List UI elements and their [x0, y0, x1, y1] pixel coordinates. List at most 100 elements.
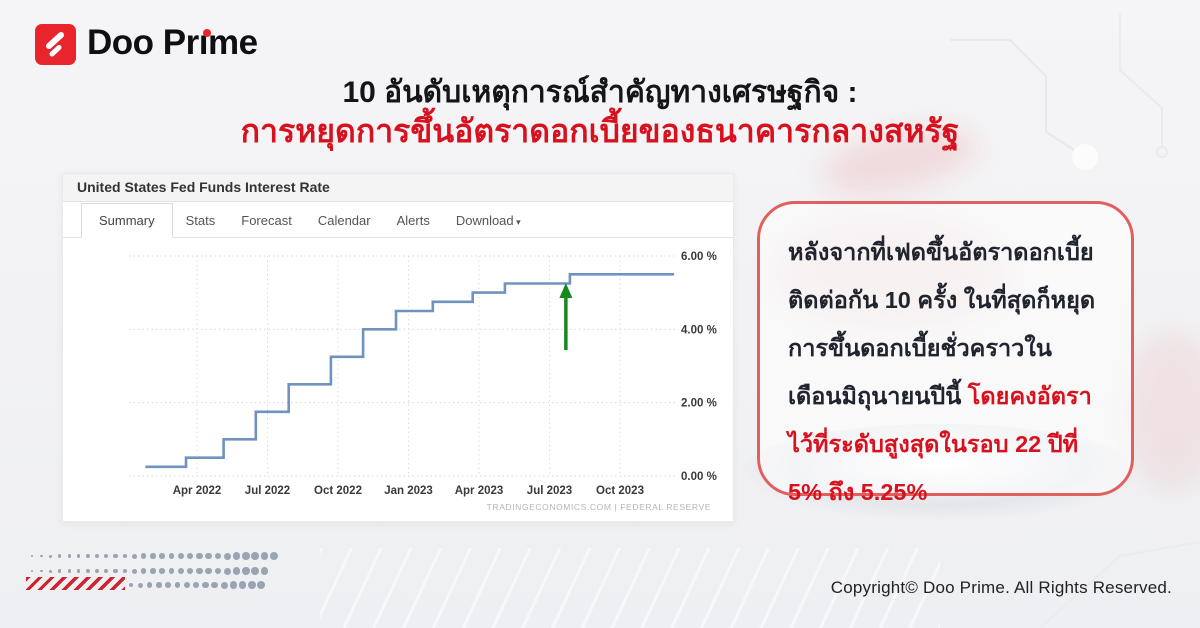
tab-download[interactable]: Download ▾ — [455, 213, 521, 228]
highlight-box: หลังจากที่เฟดขึ้นอัตราดอกเบี้ยติดต่อกัน … — [757, 201, 1134, 505]
copyright-text: Copyright© Doo Prime. All Rights Reserve… — [830, 578, 1172, 597]
highlight-text: หลังจากที่เฟดขึ้นอัตราดอกเบี้ยติดต่อกัน … — [788, 228, 1103, 516]
dot — [95, 554, 100, 559]
dot — [131, 568, 137, 574]
dot — [196, 567, 203, 575]
dot — [260, 567, 269, 575]
svg-text:Jul 2023: Jul 2023 — [527, 485, 572, 497]
chart-card: United States Fed Funds Interest Rate Su… — [62, 173, 734, 522]
dot — [257, 581, 266, 589]
dot — [242, 567, 250, 575]
dot — [251, 567, 259, 575]
dot — [214, 567, 222, 575]
dot — [223, 552, 231, 560]
red-wisp-decoration — [1125, 330, 1200, 490]
dot — [150, 553, 156, 559]
dot — [39, 569, 43, 573]
svg-text:Oct 2023: Oct 2023 — [596, 485, 644, 497]
tab-calendar[interactable]: Calendar — [317, 213, 371, 228]
diagonal-stripes-decoration — [320, 548, 940, 628]
dot — [196, 552, 203, 560]
dot — [248, 581, 256, 589]
dot — [58, 554, 62, 558]
dot — [30, 569, 34, 573]
dot — [159, 553, 165, 559]
dot — [232, 567, 241, 575]
dot — [122, 553, 128, 559]
dot — [30, 554, 34, 558]
dot — [67, 569, 71, 573]
dot — [187, 567, 194, 575]
dot — [67, 554, 71, 558]
dot — [205, 567, 213, 575]
dot — [192, 581, 200, 589]
dot — [76, 554, 81, 558]
svg-text:Apr 2022: Apr 2022 — [173, 485, 222, 497]
brand-i-dot — [203, 29, 211, 37]
dot — [95, 569, 100, 574]
dot — [113, 553, 118, 559]
svg-text:Jul 2022: Jul 2022 — [245, 485, 290, 497]
svg-text:2.00 %: 2.00 % — [681, 398, 717, 410]
dot — [232, 552, 241, 560]
dot — [269, 551, 278, 561]
doo-prime-logo-icon — [35, 24, 76, 65]
dot — [137, 582, 143, 588]
tab-stats[interactable]: Stats — [185, 213, 216, 228]
svg-text:Apr 2023: Apr 2023 — [455, 485, 504, 497]
dot — [202, 581, 209, 589]
dot — [131, 553, 137, 559]
dot — [146, 582, 153, 588]
dot — [183, 581, 190, 589]
dot — [220, 581, 228, 589]
dot — [128, 582, 134, 588]
striped-bar-decoration — [26, 577, 125, 590]
dot — [177, 568, 184, 574]
dot — [76, 569, 81, 573]
dot — [159, 568, 165, 574]
dot — [58, 569, 62, 573]
highlight-text-dark: หลังจากที่เฟดขึ้นอัตราดอกเบี้ยติดต่อกัน … — [788, 239, 1096, 409]
svg-text:6.00 %: 6.00 % — [681, 251, 717, 263]
dot — [49, 569, 53, 573]
tab-alerts[interactable]: Alerts — [396, 213, 430, 228]
dot — [177, 553, 184, 559]
dot — [85, 554, 90, 558]
dot — [85, 569, 90, 573]
dot — [141, 553, 147, 559]
dot — [174, 582, 181, 588]
dot — [150, 568, 156, 574]
svg-text:TRADINGECONOMICS.COM | FEDERAL: TRADINGECONOMICS.COM | FEDERAL RESERVE — [487, 502, 711, 512]
dot — [187, 552, 194, 560]
tab-summary[interactable]: Summary — [81, 203, 173, 238]
dot — [238, 581, 247, 589]
headline-line2: การหยุดการขึ้นอัตราดอกเบี้ยของธนาคารกลาง… — [240, 113, 960, 149]
brand-name: Doo Prıme — [87, 23, 258, 62]
dot — [214, 552, 222, 560]
dot — [205, 552, 213, 560]
dot — [229, 581, 237, 589]
svg-text:Jan 2023: Jan 2023 — [384, 485, 433, 497]
dot — [242, 552, 250, 560]
dot — [165, 582, 171, 588]
dot — [113, 568, 118, 574]
dot — [168, 568, 175, 574]
headline-line1: 10 อันดับเหตุการณ์สำคัญทางเศรษฐกิจ : — [342, 76, 858, 109]
dot — [168, 553, 175, 559]
dot — [141, 568, 147, 574]
dot — [251, 552, 259, 560]
dot — [104, 553, 109, 559]
svg-text:Oct 2022: Oct 2022 — [314, 485, 362, 497]
tab-forecast[interactable]: Forecast — [241, 213, 292, 228]
dot — [211, 581, 219, 589]
dot — [39, 554, 43, 558]
svg-text:4.00 %: 4.00 % — [681, 324, 717, 336]
svg-text:0.00 %: 0.00 % — [681, 471, 717, 483]
fed-funds-step-chart: 6.00 % 4.00 % 2.00 % 0.00 % Apr 2022 Jul 2022… — [129, 251, 717, 512]
dot — [122, 568, 128, 574]
dot — [223, 567, 231, 575]
dot — [156, 582, 162, 588]
dot — [104, 568, 109, 574]
chart-tab-bar: Summary Stats Forecast Calendar Alerts Downlo… — [63, 202, 733, 238]
